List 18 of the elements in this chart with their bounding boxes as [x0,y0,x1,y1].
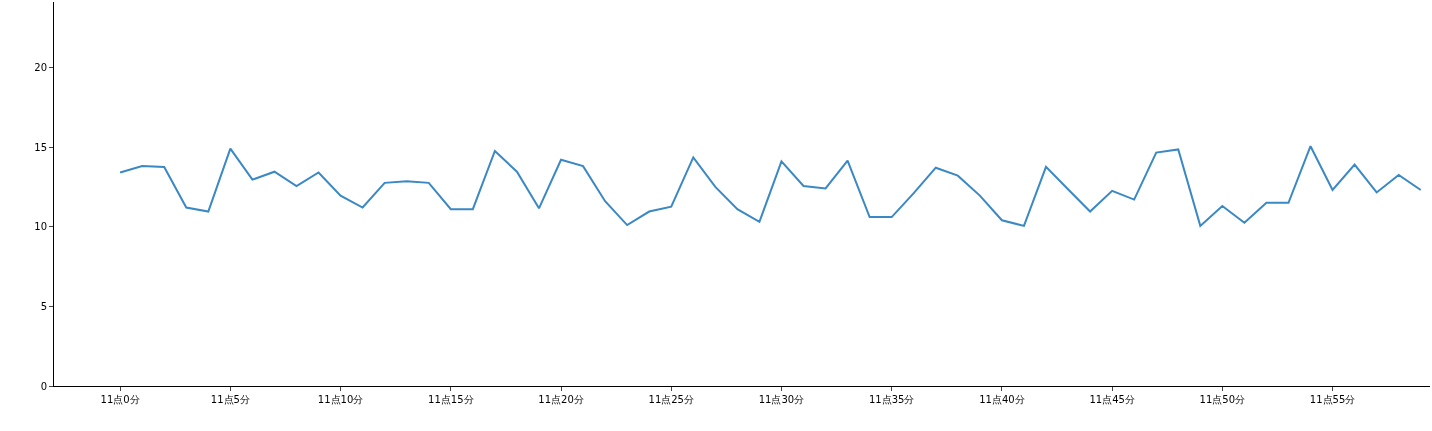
y-tick-label: 0 [40,380,47,392]
x-tick-label: 11点15分 [428,394,474,405]
y-tick-label: 15 [34,141,47,153]
x-tick-label: 11点20分 [538,394,584,405]
y-tick-label: 10 [34,221,47,233]
x-tick-label: 11点5分 [210,394,250,405]
x-tick-label: 11点45分 [1089,394,1135,405]
x-tick-label: 11点25分 [648,394,694,405]
x-tick-label: 11点0分 [100,394,140,405]
x-tick-label: 11点50分 [1199,394,1246,405]
y-tick-label: 20 [34,61,47,73]
x-tick-label: 11点30分 [758,394,805,405]
y-tick-label: 5 [40,300,47,312]
x-tick-label: 11点10分 [317,394,364,405]
x-tick-label: 11点35分 [868,394,915,405]
line-series [119,145,1422,227]
x-tick-label: 11点55分 [1309,394,1356,405]
x-tick-label: 11点40分 [979,394,1025,405]
